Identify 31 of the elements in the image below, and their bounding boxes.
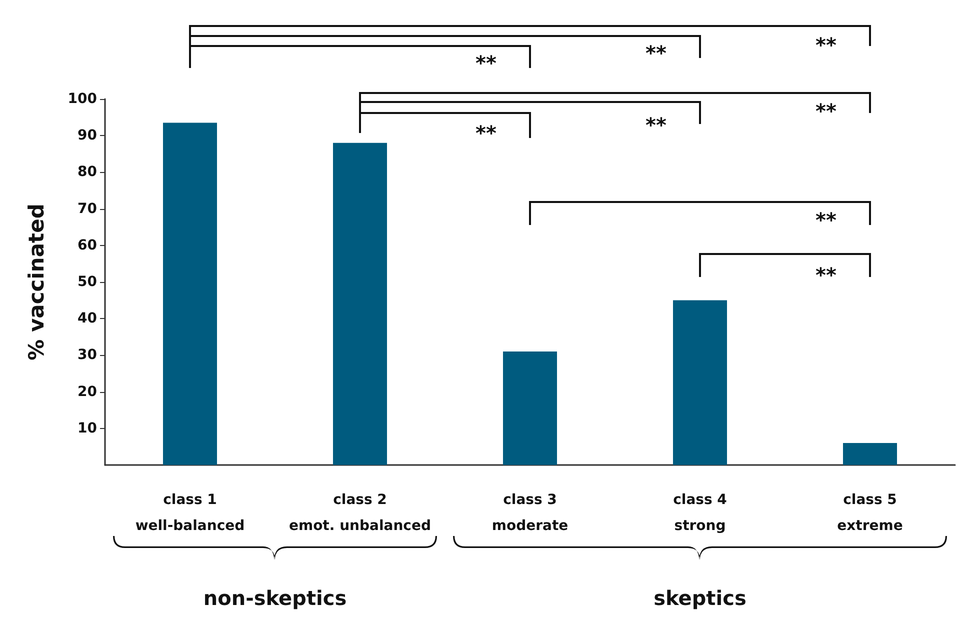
annotation: ** [816,263,837,287]
bar [163,122,217,465]
annotation: ** [476,121,497,145]
y-tick-label: 40 [78,310,98,327]
y-tick-label: 10 [78,420,98,436]
x-tick-label: class 5 extreme [837,492,903,534]
y-tick-label: 30 [78,347,98,364]
text: ** [476,51,497,75]
bar [673,300,727,465]
y-tick-label: 20 [78,384,98,400]
y-tick-label: 80 [78,164,98,180]
bar [333,142,387,465]
y-tick-label: 100 [68,91,98,107]
text: ** [816,33,837,57]
y-tick-label: 50 [78,274,98,290]
x-tick-label: class 2 emot. unbalanced [288,492,432,534]
x-tick-label: class 1 well-balanced [135,492,245,534]
y-axis-title: % vaccinated [24,204,48,360]
annotation: ** [816,99,837,123]
bar [843,443,897,465]
x-tick-label: class 3 moderate [492,492,568,534]
annotation: ** [816,208,837,232]
annotation: ** [646,113,667,137]
x-tick-label: class 4 strong [673,492,728,534]
y-tick-label: 70 [78,200,98,217]
y-tick-label: 90 [78,128,98,144]
y-tick-label: 60 [78,237,98,254]
text: ** [646,41,667,65]
text: skeptics [654,586,746,610]
bar [503,352,557,465]
text: non-skeptics [203,586,347,610]
